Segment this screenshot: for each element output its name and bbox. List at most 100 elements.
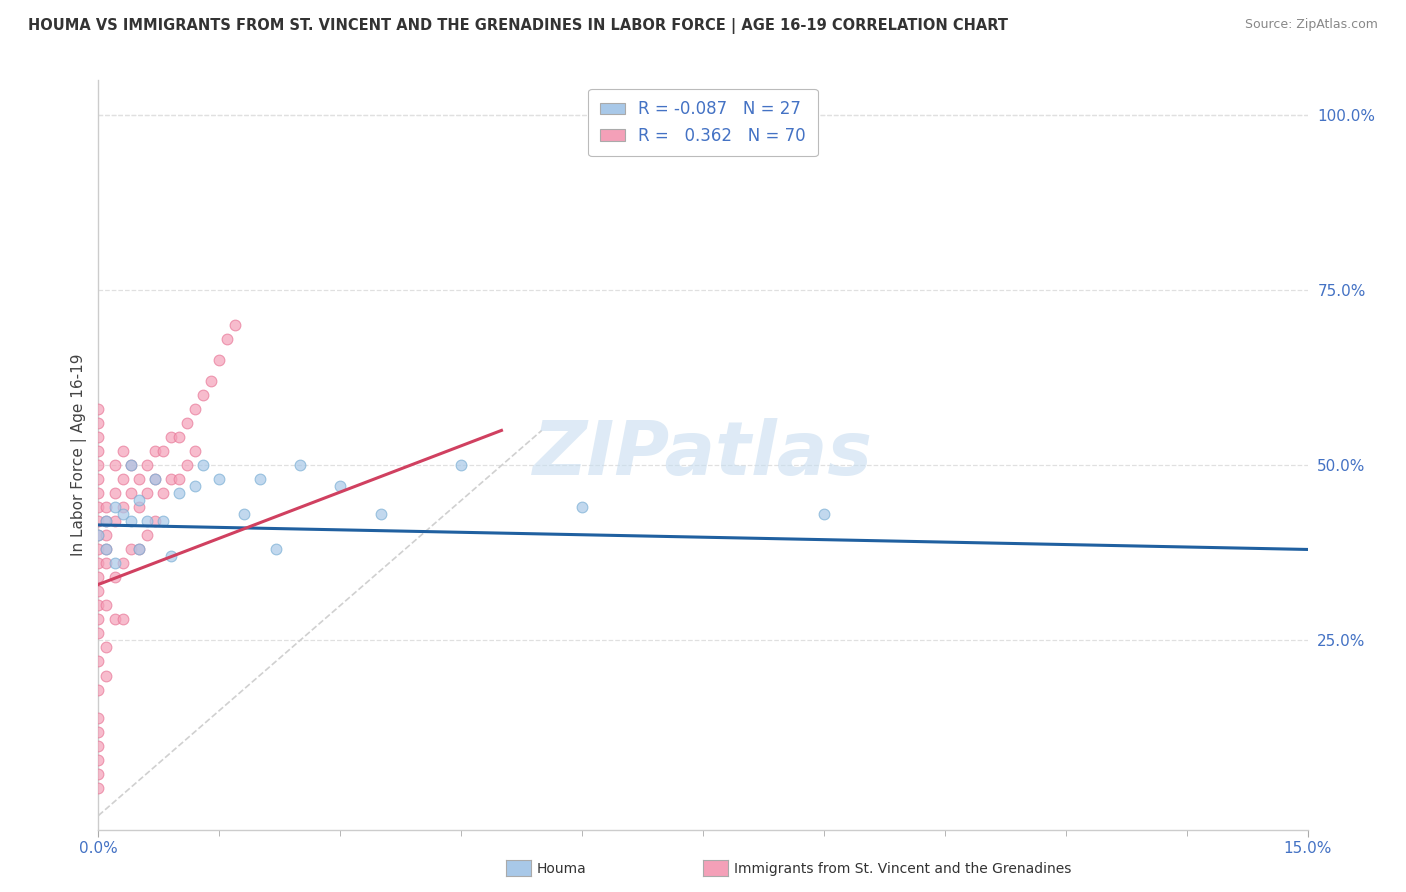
Point (87, 724, 110, 739)
Point (87, 557, 110, 571)
Point (87, 515, 110, 529)
Point (87, 542, 110, 557)
Point (87, 417, 110, 431)
Point (167, 472, 190, 486)
Point (249, 472, 271, 486)
Point (87, 528, 110, 542)
Point (87, 626, 110, 640)
Point (200, 375, 222, 389)
Point (176, 458, 198, 473)
Point (87, 486, 110, 500)
Point (208, 353, 231, 368)
Point (103, 570, 125, 584)
Point (184, 444, 207, 458)
Point (87, 766, 110, 780)
Point (232, 508, 254, 522)
Point (87, 584, 110, 599)
Point (143, 472, 166, 486)
Point (152, 486, 174, 500)
Point (103, 500, 125, 515)
Y-axis label: In Labor Force | Age 16-19: In Labor Force | Age 16-19 (72, 353, 87, 557)
Point (370, 508, 392, 522)
Point (87, 402, 110, 417)
Point (120, 458, 142, 473)
Point (103, 515, 125, 529)
Point (135, 515, 157, 529)
Point (288, 458, 311, 473)
Point (103, 458, 125, 473)
Point (103, 612, 125, 626)
Point (193, 458, 215, 473)
Point (120, 542, 142, 557)
Text: Immigrants from St. Vincent and the Grenadines: Immigrants from St. Vincent and the Gren… (734, 862, 1071, 876)
Point (96, 500, 118, 515)
Point (152, 515, 174, 529)
Point (111, 557, 134, 571)
Point (111, 472, 134, 486)
Point (329, 479, 352, 493)
Point (111, 508, 134, 522)
Point (111, 500, 134, 515)
Point (87, 655, 110, 669)
Point (160, 472, 183, 486)
Point (103, 486, 125, 500)
Point (87, 528, 110, 542)
Point (128, 542, 150, 557)
Point (87, 570, 110, 584)
Point (135, 528, 157, 542)
Point (128, 472, 150, 486)
Point (96, 542, 118, 557)
Point (87, 500, 110, 515)
Point (96, 640, 118, 655)
Point (143, 515, 166, 529)
Point (87, 682, 110, 697)
Point (120, 515, 142, 529)
Point (264, 542, 287, 557)
Point (217, 332, 239, 346)
Point (450, 458, 472, 473)
Point (111, 612, 134, 626)
Point (120, 458, 142, 473)
Point (176, 417, 198, 431)
Point (87, 472, 110, 486)
Point (167, 486, 190, 500)
Point (160, 549, 183, 564)
Point (152, 444, 174, 458)
Point (87, 710, 110, 724)
Point (160, 430, 183, 444)
Point (128, 493, 150, 508)
Point (128, 542, 150, 557)
Point (87, 444, 110, 458)
Point (103, 557, 125, 571)
Point (87, 612, 110, 626)
Point (167, 430, 190, 444)
Legend: R = -0.087   N = 27, R =   0.362   N = 70: R = -0.087 N = 27, R = 0.362 N = 70 (588, 88, 818, 156)
Text: Source: ZipAtlas.com: Source: ZipAtlas.com (1244, 18, 1378, 31)
Point (128, 500, 150, 515)
Point (135, 486, 157, 500)
Text: HOUMA VS IMMIGRANTS FROM ST. VINCENT AND THE GRENADINES IN LABOR FORCE | AGE 16-: HOUMA VS IMMIGRANTS FROM ST. VINCENT AND… (28, 18, 1008, 34)
Point (184, 479, 207, 493)
Text: ZIPatlas: ZIPatlas (533, 418, 873, 491)
Point (96, 542, 118, 557)
Point (208, 472, 231, 486)
Point (87, 599, 110, 613)
Point (135, 458, 157, 473)
Text: Houma: Houma (537, 862, 586, 876)
Point (96, 557, 118, 571)
Point (813, 508, 835, 522)
Point (111, 444, 134, 458)
Point (96, 528, 118, 542)
Point (87, 752, 110, 766)
Point (96, 515, 118, 529)
Point (96, 668, 118, 682)
Point (143, 444, 166, 458)
Point (184, 402, 207, 417)
Point (96, 515, 118, 529)
Point (193, 388, 215, 402)
Point (571, 500, 593, 515)
Point (87, 458, 110, 473)
Point (120, 486, 142, 500)
Point (87, 739, 110, 753)
Point (143, 472, 166, 486)
